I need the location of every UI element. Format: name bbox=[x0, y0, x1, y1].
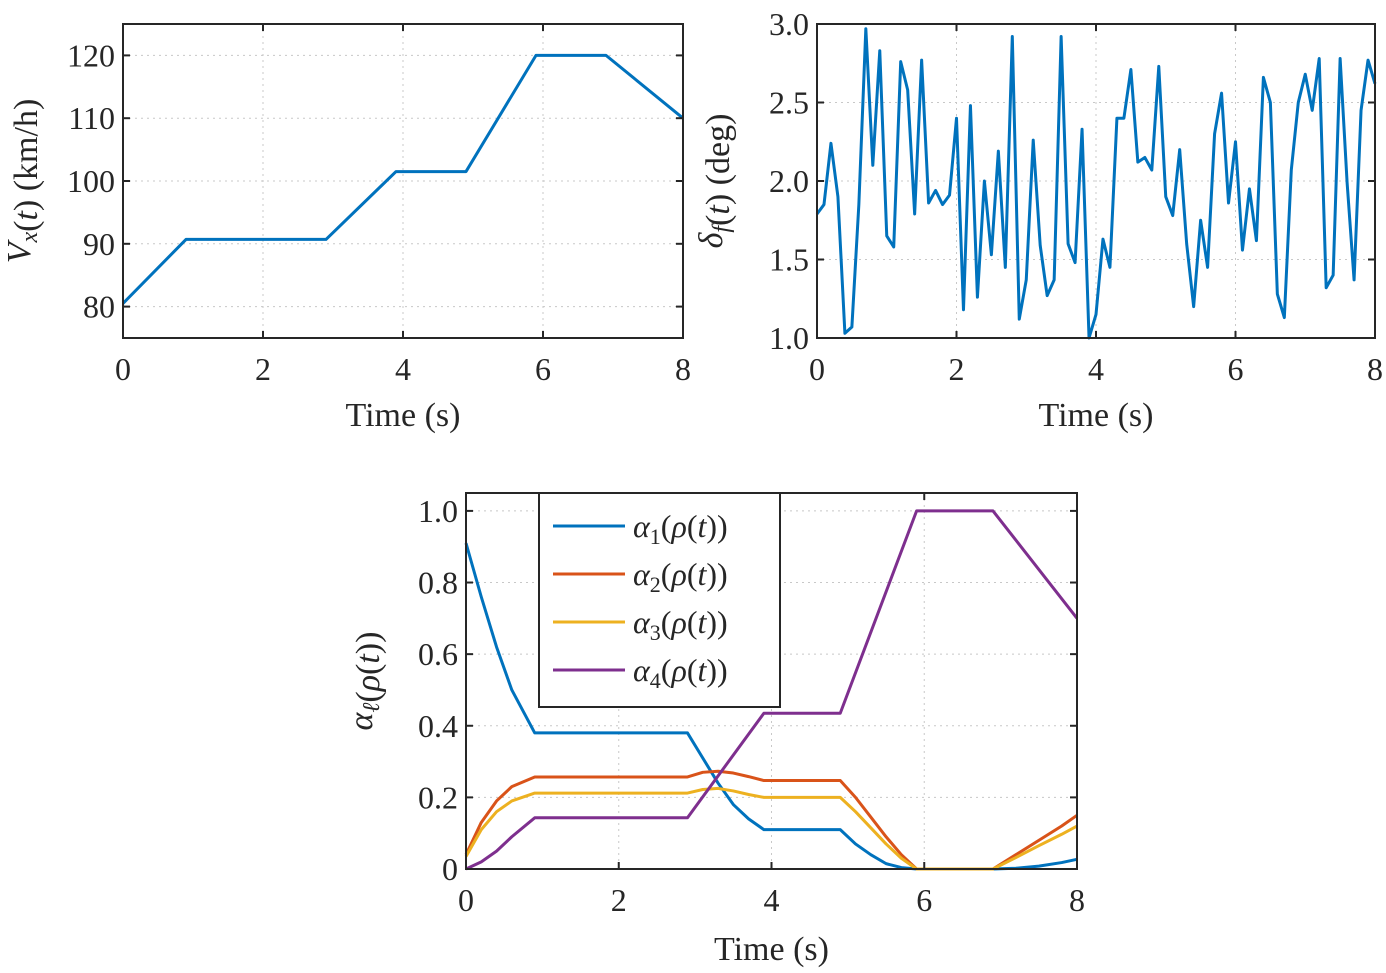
y-axis-label: Vx(t) (km/h) bbox=[1, 99, 45, 264]
y-tick-label: 2.0 bbox=[769, 163, 809, 199]
y-tick-label: 1.0 bbox=[769, 320, 809, 356]
x-tick-label: 0 bbox=[115, 351, 131, 387]
y-tick-label: 100 bbox=[67, 163, 115, 199]
y-tick-label: 0.6 bbox=[418, 636, 458, 672]
chart-velocity: 0 2 4 6 8 80 90 100 110 120 Time (s) Vx(t) (km/h) bbox=[1, 23, 691, 434]
y-tick-label: 120 bbox=[67, 37, 115, 73]
y-axis-label: αℓ(ρ(t)) bbox=[343, 632, 387, 731]
series-line-1 bbox=[121, 53, 684, 305]
chart-steering-angle: 0 2 4 6 8 1.0 1.5 2.0 2.5 3.0 Time (s) δf(t) (deg) bbox=[693, 6, 1383, 434]
y-tick-label: 110 bbox=[68, 100, 115, 136]
y-axis-label: δf(t) (deg) bbox=[693, 114, 737, 249]
x-tick-label: 8 bbox=[1069, 882, 1085, 918]
legend-entry-2: α2(ρ(t)) bbox=[633, 556, 728, 597]
legend-entry-1: α1(ρ(t)) bbox=[633, 508, 728, 549]
x-tick-label: 6 bbox=[535, 351, 551, 387]
y-tick-label: 1.5 bbox=[769, 242, 809, 278]
x-tick-label: 4 bbox=[764, 882, 780, 918]
series-line-1 bbox=[815, 27, 1377, 340]
y-tick-label: 80 bbox=[83, 289, 115, 325]
x-tick-label: 2 bbox=[949, 351, 965, 387]
y-tick-label: 3.0 bbox=[769, 6, 809, 42]
chart-membership-functions: 0 2 4 6 8 0 0.2 0.4 0.6 0.8 1.0 Time (s) αℓ(ρ(t)) α1(… bbox=[343, 492, 1085, 968]
x-axis-label: Time (s) bbox=[714, 931, 829, 968]
legend-entry-4: α4(ρ(t)) bbox=[633, 652, 728, 693]
x-tick-label: 0 bbox=[809, 351, 825, 387]
x-axis-label: Time (s) bbox=[1039, 397, 1154, 434]
y-tick-label: 90 bbox=[83, 226, 115, 262]
x-tick-label: 6 bbox=[916, 882, 932, 918]
y-tick-label: 0 bbox=[442, 851, 458, 887]
x-tick-label: 8 bbox=[1367, 351, 1383, 387]
x-tick-label: 4 bbox=[395, 351, 411, 387]
y-tick-label: 1.0 bbox=[418, 493, 458, 529]
x-tick-label: 2 bbox=[255, 351, 271, 387]
x-tick-label: 6 bbox=[1228, 351, 1244, 387]
series-line-4 bbox=[465, 509, 1079, 871]
series-line-3 bbox=[464, 786, 1078, 871]
x-tick-label: 2 bbox=[611, 882, 627, 918]
x-axis-label: Time (s) bbox=[346, 397, 461, 434]
legend-entry-3: α3(ρ(t)) bbox=[633, 604, 728, 645]
y-tick-label: 0.8 bbox=[418, 565, 458, 601]
x-tick-label: 8 bbox=[675, 351, 691, 387]
x-tick-label: 0 bbox=[458, 882, 474, 918]
y-tick-label: 0.4 bbox=[418, 708, 458, 744]
x-tick-label: 4 bbox=[1088, 351, 1104, 387]
y-tick-label: 2.5 bbox=[769, 85, 809, 121]
y-tick-label: 0.2 bbox=[418, 779, 458, 815]
